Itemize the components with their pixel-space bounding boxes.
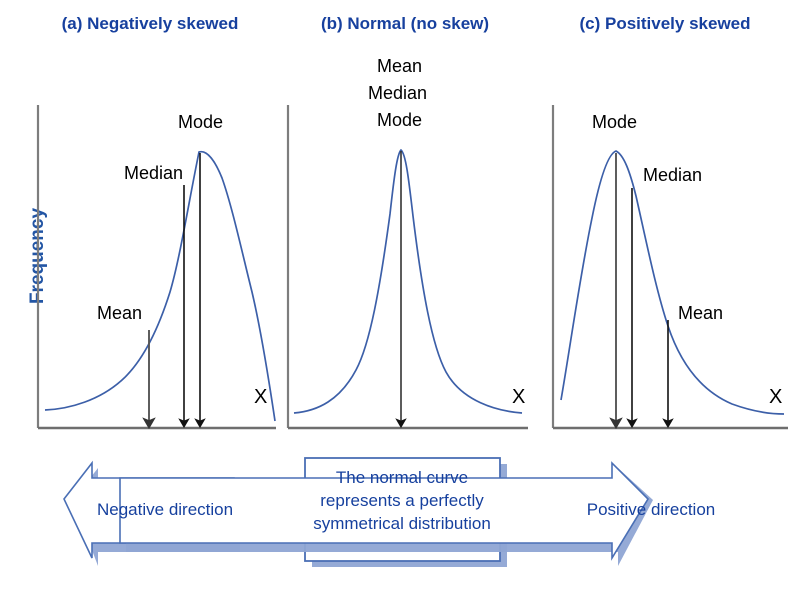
panel-c-axes [551, 105, 788, 430]
label-mean-panel-a: Mean [97, 303, 143, 323]
panel-b-axes [286, 105, 528, 430]
x-axis-label-panel-a: X [254, 386, 268, 408]
label-median-panel-c: Median [643, 165, 703, 185]
curve-negatively-skewed [44, 150, 276, 422]
normal-curve-note-text: The normal curve represents a perfectly … [306, 466, 498, 535]
panel-title-normal: (b) Normal (no skew) [320, 14, 490, 33]
label-mean-panel-c: Mean [678, 303, 724, 323]
x-axis-label-panel-b: X [512, 386, 526, 408]
x-axis-label-panel-c: X [769, 386, 783, 408]
normal-curve-note-line-2: represents a perfectly [320, 491, 484, 510]
panel-a-axes [36, 105, 276, 430]
label-mean-panel-b: Mean [377, 56, 423, 76]
curve-positively-skewed [560, 150, 785, 415]
curve-normal [293, 148, 523, 414]
positive-direction-label: Positive direction [586, 500, 716, 519]
label-mode-panel-c: Mode [592, 112, 638, 132]
label-median-panel-a: Median [124, 163, 184, 183]
panel-title-positively-skewed: (c) Positively skewed [579, 14, 751, 33]
normal-curve-note-line-3: symmetrical distribution [313, 514, 491, 533]
label-mode-panel-a: Mode [178, 112, 224, 132]
normal-curve-note-line-1: The normal curve [335, 468, 469, 487]
panel-title-negatively-skewed: (a) Negatively skewed [61, 14, 239, 33]
label-median-panel-b: Median [368, 83, 428, 103]
label-mode-panel-b: Mode [377, 110, 423, 130]
negative-direction-label: Negative direction [97, 500, 234, 519]
positive-direction-arrow[interactable] [119, 461, 650, 561]
